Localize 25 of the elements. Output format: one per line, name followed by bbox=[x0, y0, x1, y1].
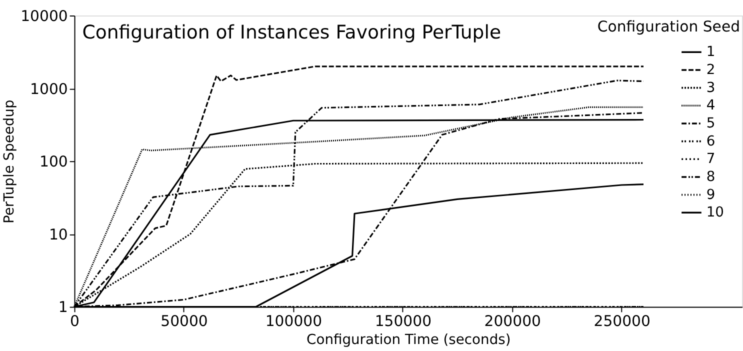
chart-title: Configuration of Instances Favoring PerTuple bbox=[82, 22, 502, 44]
legend-label: 4 bbox=[706, 98, 716, 114]
legend-label: 9 bbox=[706, 186, 716, 203]
legend-title: Configuration Seed bbox=[597, 17, 740, 36]
x-tick-label: 250000 bbox=[594, 312, 650, 330]
legend-label: 10 bbox=[706, 204, 724, 221]
x-tick-label: 150000 bbox=[374, 312, 432, 330]
y-tick-label: 10000 bbox=[20, 6, 68, 25]
legend-label: 7 bbox=[706, 151, 716, 168]
x-tick-label: 0 bbox=[70, 312, 80, 330]
x-tick-label: 100000 bbox=[265, 312, 322, 330]
legend-label: 8 bbox=[706, 168, 716, 185]
x-axis-title: Configuration Time (seconds) bbox=[306, 332, 511, 348]
legend-label: 1 bbox=[706, 44, 716, 60]
y-axis-title: PerTuple Speedup bbox=[2, 100, 18, 224]
y-tick-label: 1000 bbox=[30, 80, 68, 98]
legend-label: 2 bbox=[706, 62, 716, 78]
y-tick-label: 1 bbox=[58, 298, 68, 316]
x-tick-label: 50000 bbox=[160, 312, 208, 330]
legend-label: 3 bbox=[706, 80, 716, 96]
y-tick-label: 100 bbox=[39, 152, 68, 171]
legend-label: 6 bbox=[706, 133, 716, 150]
y-tick-label: 10 bbox=[48, 225, 68, 244]
legend-label: 5 bbox=[706, 115, 716, 132]
x-tick-label: 200000 bbox=[484, 312, 542, 330]
